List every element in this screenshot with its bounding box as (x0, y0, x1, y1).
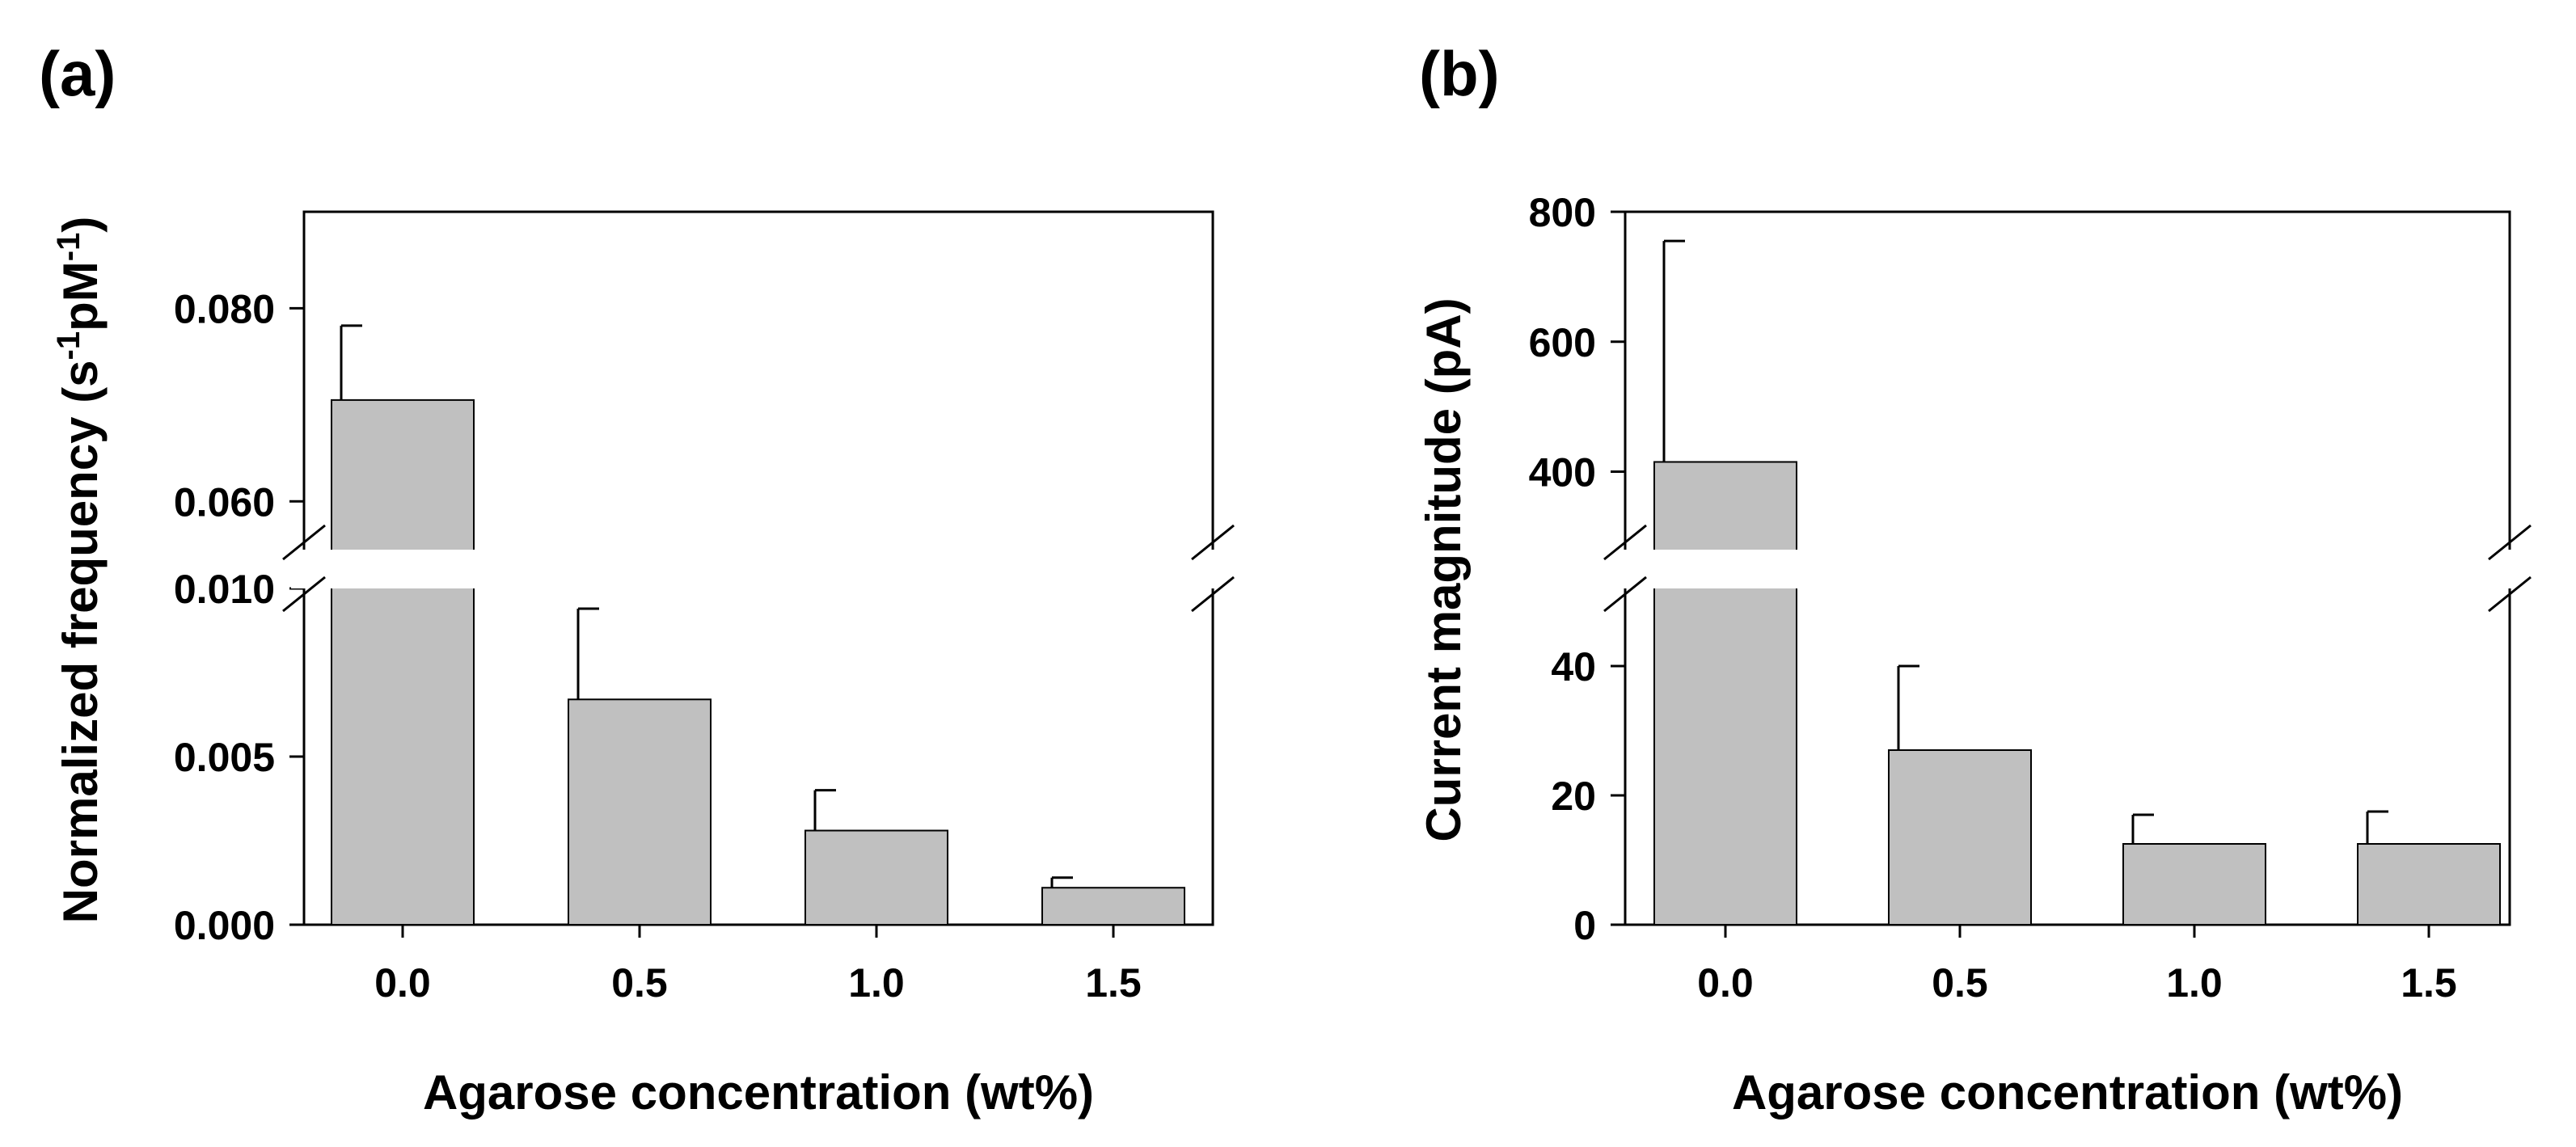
panel-b-label: (b) (1419, 38, 1500, 109)
y-tick-label: 0.005 (174, 735, 275, 780)
bar (804, 829, 948, 926)
panel-b-axis-break-left-bottom (1603, 576, 1647, 613)
x-tick-label: 1.5 (1085, 960, 1142, 1006)
y-tick-label: 600 (1529, 320, 1596, 365)
panel-a-y-label-end: ) (53, 217, 108, 233)
panel-a-axis-break-left-top (282, 524, 326, 561)
panel-a-label: (a) (39, 38, 116, 109)
y-tick-label: 0.010 (174, 567, 275, 612)
panel-a-y-label-sup2: -1 (51, 233, 87, 262)
bar (1653, 461, 1797, 926)
bar (568, 698, 712, 926)
y-tick-label: 0.060 (174, 479, 275, 525)
y-tick-label: 0.080 (174, 286, 275, 331)
x-tick-label: 0.5 (611, 960, 668, 1006)
panel-a-axis-break-left-bottom (282, 576, 326, 613)
bar (331, 398, 475, 926)
bar (1888, 749, 2032, 926)
y-tick-label: 40 (1551, 644, 1596, 689)
bar (1041, 887, 1185, 926)
panel-a-y-label-sup1: -1 (51, 331, 87, 361)
panel-a-y-label-mid: pM (53, 261, 108, 331)
x-tick-label: 1.0 (2166, 960, 2223, 1006)
panel-a-axis-break-gap (291, 550, 1229, 588)
panel-b-axis-break-left-top (1603, 524, 1647, 561)
y-tick-label: 20 (1551, 774, 1596, 819)
panel-b-y-axis-label: Current magnitude (pA) (1417, 297, 1471, 841)
panel-b: (b) 0.0 0.5 1.0 1.5 0 20 40 400 600 800 Agarose … (1417, 38, 2532, 1120)
panel-a-y-axis-label: Normalized frequency (s-1pM-1) (51, 217, 108, 924)
panel-a-axis-break-right-bottom (1191, 576, 1235, 613)
x-tick-label: 1.0 (848, 960, 905, 1006)
panel-a: (a) 0.0 0.5 1.0 1.5 0.000 0.005 0.010 0.060 0.0… (39, 38, 1235, 1120)
panel-a-axis-break-right-top (1191, 524, 1235, 561)
y-tick-label: 400 (1529, 450, 1596, 495)
y-tick-label: 0.000 (174, 903, 275, 948)
bar (2122, 843, 2266, 926)
panel-a-y-label-text: Normalized frequency (s (53, 360, 108, 923)
panel-a-x-axis-label: Agarose concentration (wt%) (423, 1065, 1094, 1120)
y-tick-label: 0 (1573, 903, 1596, 948)
x-tick-label: 1.5 (2401, 960, 2457, 1006)
panel-b-axis-break-gap (1612, 550, 2526, 588)
y-tick-label: 800 (1529, 190, 1596, 235)
bar (2357, 843, 2501, 926)
panel-b-axis-break-right-top (2488, 524, 2532, 561)
x-tick-label: 0.0 (374, 960, 431, 1006)
panel-b-x-axis-label: Agarose concentration (wt%) (1732, 1065, 2403, 1120)
x-tick-label: 0.0 (1697, 960, 1754, 1006)
x-tick-label: 0.5 (1932, 960, 1988, 1006)
panel-b-axis-break-right-bottom (2488, 576, 2532, 613)
